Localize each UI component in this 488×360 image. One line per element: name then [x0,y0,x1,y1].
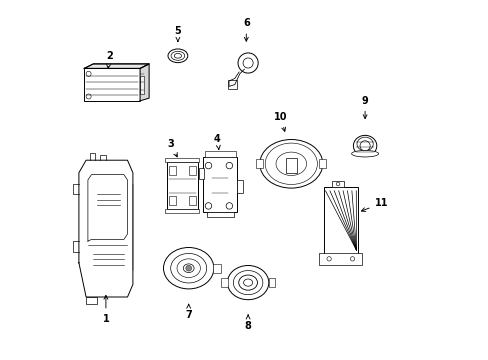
Circle shape [205,203,211,209]
Ellipse shape [170,253,206,283]
Circle shape [205,162,211,169]
Bar [140,76,144,94]
Circle shape [349,257,354,261]
Bar [167,162,197,209]
Circle shape [336,182,339,186]
Bar [323,187,357,254]
Text: 4: 4 [214,134,221,149]
Text: 2: 2 [106,51,113,68]
Bar [199,168,204,179]
Text: 6: 6 [243,18,249,41]
Bar [203,157,237,212]
Circle shape [86,71,91,76]
Ellipse shape [275,152,306,175]
Bar [221,278,227,287]
Ellipse shape [168,49,187,63]
Bar [285,158,296,173]
Circle shape [238,53,258,73]
Bar [84,68,140,101]
Bar [256,159,262,168]
Text: 7: 7 [185,304,192,320]
Bar [227,80,236,89]
Ellipse shape [177,259,200,278]
Circle shape [86,94,91,99]
Ellipse shape [183,264,194,273]
Ellipse shape [351,150,378,157]
Ellipse shape [356,137,372,151]
Text: 1: 1 [102,296,109,324]
Circle shape [225,203,232,209]
Ellipse shape [243,279,252,286]
Circle shape [225,162,232,169]
Text: 5: 5 [174,26,181,41]
Bar [213,264,221,273]
Bar [188,196,196,205]
Ellipse shape [171,51,184,60]
Circle shape [326,257,330,261]
Bar [206,212,233,217]
Bar [188,166,196,175]
Bar [319,159,325,168]
Bar [165,158,199,162]
Bar [168,196,176,205]
Ellipse shape [174,54,181,58]
Bar [319,253,362,265]
Bar [268,278,275,287]
Text: 8: 8 [244,315,251,331]
Bar [237,180,242,193]
Text: 10: 10 [273,112,286,131]
Polygon shape [84,64,149,68]
Bar [86,297,97,304]
Circle shape [243,58,253,68]
Bar [331,181,344,187]
Polygon shape [140,64,149,101]
Bar [168,166,176,175]
Ellipse shape [259,139,322,188]
Circle shape [359,141,369,151]
Bar [204,151,235,157]
Text: 9: 9 [361,96,368,118]
Ellipse shape [264,143,317,184]
Ellipse shape [353,135,376,156]
Ellipse shape [233,271,263,294]
Ellipse shape [227,266,268,300]
Text: 11: 11 [361,198,387,211]
Bar [165,209,199,213]
Circle shape [185,265,191,271]
Ellipse shape [163,248,213,289]
Text: 3: 3 [167,139,177,157]
Ellipse shape [238,275,257,290]
